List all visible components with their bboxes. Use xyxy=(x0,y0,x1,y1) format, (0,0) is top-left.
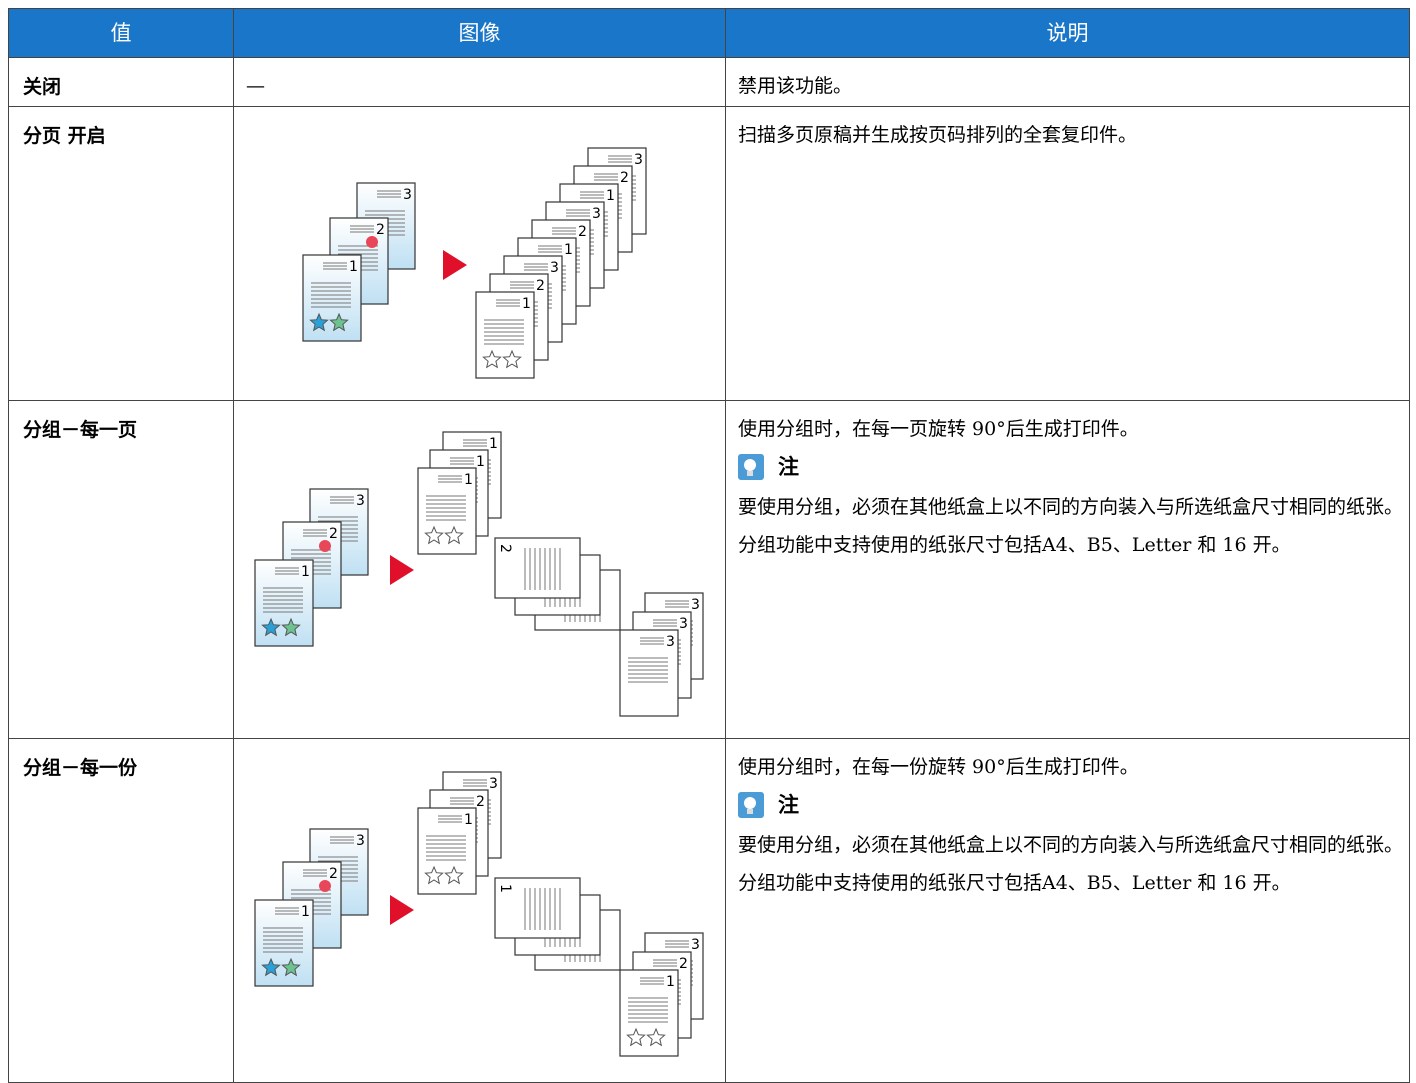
header-cell: 图像 xyxy=(233,8,726,58)
image-cell: — xyxy=(233,57,726,107)
value-cell: 分组－每一页 xyxy=(8,400,234,739)
note-heading: 注 xyxy=(738,791,1409,819)
image-cell xyxy=(233,738,726,1083)
header-cell: 说明 xyxy=(725,8,1410,58)
description: 使用分组时，在每一份旋转 90°后生成打印件。 xyxy=(738,756,1139,778)
description-cell: 扫描多页原稿并生成按页码排列的全套复印件。 xyxy=(725,106,1410,401)
value-text: 关闭 xyxy=(23,76,62,98)
value-cell: 关闭 xyxy=(8,57,234,107)
value-cell: 分页 开启 xyxy=(8,106,234,401)
note-text: 分组功能中支持使用的纸张尺寸包括A4、B5、Letter 和 16 开。 xyxy=(738,534,1291,556)
note-title: 注 xyxy=(778,793,799,817)
note-text: 要使用分组，必须在其他纸盒上以不同的方向装入与所选纸盒尺寸相同的纸张。 xyxy=(738,834,1404,856)
note-text: 要使用分组，必须在其他纸盒上以不同的方向装入与所选纸盒尺寸相同的纸张。 xyxy=(738,496,1404,518)
header-cell: 值 xyxy=(8,8,234,58)
description-cell: 使用分组时，在每一页旋转 90°后生成打印件。注要使用分组，必须在其他纸盒上以不… xyxy=(725,400,1410,739)
note-icon xyxy=(738,792,764,818)
description: 禁用该功能。 xyxy=(738,75,853,97)
description: 使用分组时，在每一页旋转 90°后生成打印件。 xyxy=(738,418,1139,440)
note-title: 注 xyxy=(778,455,799,479)
value-text: 分组－每一份 xyxy=(23,757,138,779)
image-cell xyxy=(233,400,726,739)
description-cell: 使用分组时，在每一份旋转 90°后生成打印件。注要使用分组，必须在其他纸盒上以不… xyxy=(725,738,1410,1083)
note-heading: 注 xyxy=(738,453,1409,481)
value-text: 分组－每一页 xyxy=(23,419,138,441)
note-text: 分组功能中支持使用的纸张尺寸包括A4、B5、Letter 和 16 开。 xyxy=(738,872,1291,894)
note-icon xyxy=(738,454,764,480)
dash: — xyxy=(246,75,265,97)
value-text: 分页 开启 xyxy=(23,125,106,147)
image-cell xyxy=(233,106,726,401)
value-cell: 分组－每一份 xyxy=(8,738,234,1083)
description-cell: 禁用该功能。 xyxy=(725,57,1410,107)
description: 扫描多页原稿并生成按页码排列的全套复印件。 xyxy=(738,124,1138,146)
